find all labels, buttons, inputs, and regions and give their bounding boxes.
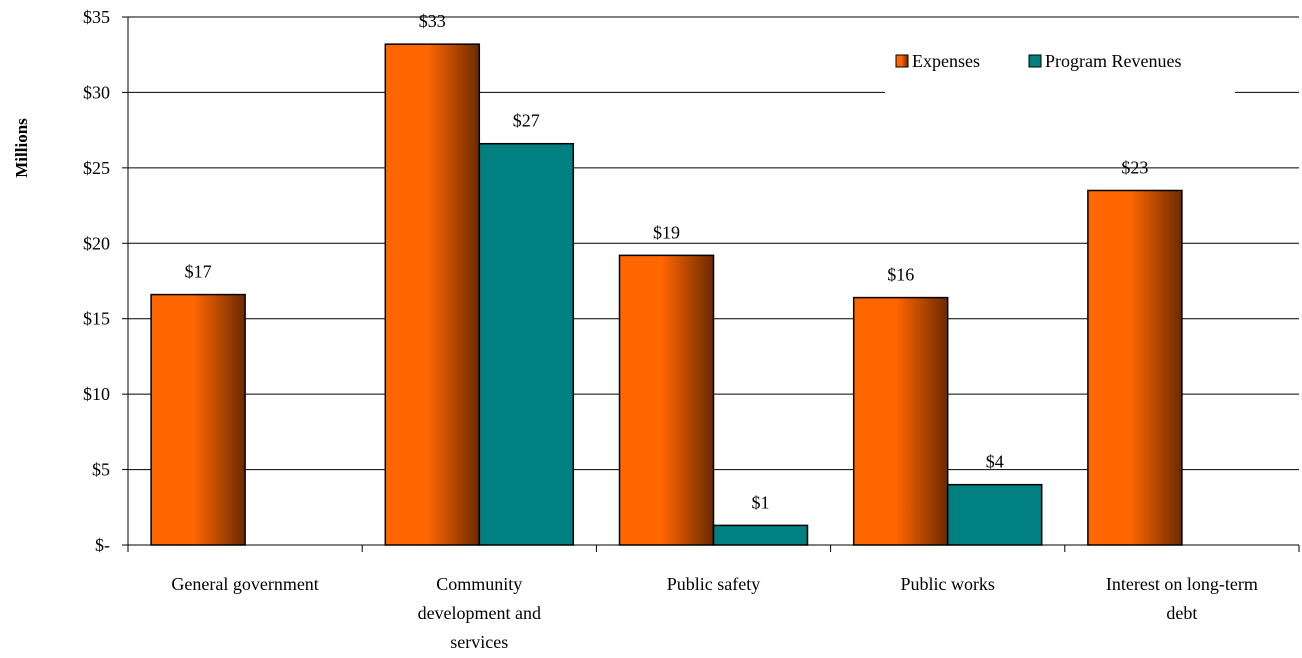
- x-tick-label: Interest on long-term debt: [1106, 574, 1258, 623]
- y-axis-title: Millions: [12, 118, 31, 178]
- bar-program-revenues: [712, 524, 809, 546]
- x-tick-label: Public works: [900, 574, 995, 594]
- y-tick-label: $10: [83, 384, 110, 404]
- x-tick-label: General government: [171, 574, 318, 594]
- bar-program-revenues: [946, 483, 1043, 546]
- legend: Expenses Program Revenues: [885, 40, 1235, 96]
- bar-expenses: [852, 296, 949, 546]
- y-tick-label: $35: [83, 7, 110, 27]
- legend-swatch: [895, 54, 909, 68]
- bar-expenses: [618, 254, 715, 546]
- y-tick-label: $30: [83, 82, 110, 102]
- data-label: $19: [653, 222, 680, 242]
- y-tick-label: $25: [83, 158, 110, 178]
- x-tick-label: Public safety: [667, 574, 760, 594]
- bar-expenses: [150, 293, 246, 546]
- data-label: $27: [513, 111, 540, 131]
- y-tick-label: $15: [83, 309, 110, 329]
- bar-program-revenues: [478, 142, 575, 546]
- bar-expenses: [1087, 189, 1183, 546]
- y-tick-label: $-: [95, 535, 110, 555]
- data-labels: $17 $33 $27 $19 $1 $16 $4 $23: [185, 11, 1149, 512]
- legend-swatch: [1028, 54, 1042, 68]
- legend-background: [885, 40, 1235, 96]
- y-tick-label: $5: [92, 460, 110, 480]
- bar-expenses: [384, 43, 481, 546]
- x-tick-label: Community development and services: [418, 574, 541, 652]
- legend-label: Program Revenues: [1045, 51, 1181, 71]
- data-label: $23: [1121, 157, 1148, 177]
- data-label: $1: [752, 492, 770, 512]
- data-label: $33: [419, 11, 446, 31]
- data-label: $17: [185, 262, 212, 282]
- legend-label: Expenses: [912, 51, 980, 71]
- data-label: $16: [887, 265, 914, 285]
- bars: [150, 43, 1183, 546]
- data-label: $4: [986, 452, 1004, 472]
- y-tick-label: $20: [83, 233, 110, 253]
